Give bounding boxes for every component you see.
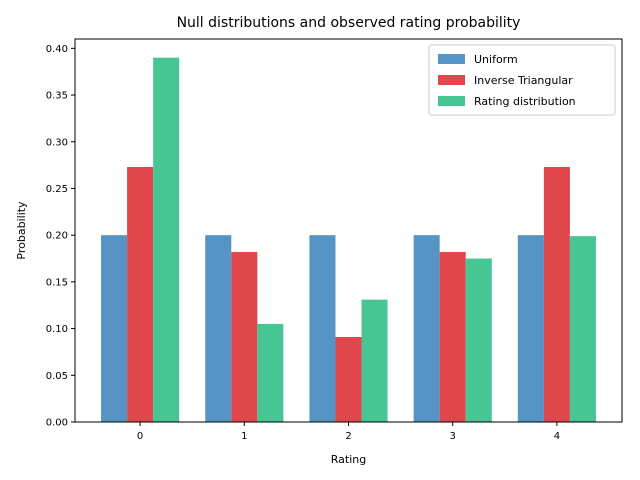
x-tick-label: 4	[554, 431, 560, 442]
legend-box	[428, 44, 616, 116]
x-tick-label: 1	[241, 431, 247, 442]
plot-area	[101, 57, 596, 423]
y-tick-label: 0.30	[46, 137, 68, 148]
bar-inverse-triangular-4	[543, 166, 570, 422]
bar-uniform-4	[517, 235, 544, 422]
legend-label: Rating distribution	[474, 95, 576, 108]
bar-rating-distribution-3	[465, 258, 492, 422]
plot-frame	[74, 38, 623, 423]
x-tick-label: 2	[345, 431, 351, 442]
y-axis: 0.00 0.05 0.10 0.15 0.20 0.25 0.30 0.35 0.40	[46, 44, 75, 429]
bar-rating-distribution-1	[257, 323, 284, 422]
bar-inverse-triangular-3	[439, 251, 466, 422]
bar-uniform-3	[413, 235, 440, 422]
y-tick-label: 0.40	[46, 44, 68, 55]
legend-label: Uniform	[474, 53, 518, 66]
legend-swatch	[438, 75, 465, 85]
bar-uniform-1	[205, 235, 232, 422]
x-tick-label: 0	[137, 431, 143, 442]
y-tick-label: 0.25	[46, 184, 68, 195]
bar-uniform-0	[101, 235, 128, 422]
legend-label: Inverse Triangular	[474, 74, 573, 87]
y-tick-label: 0.00	[46, 418, 68, 429]
y-tick-label: 0.15	[46, 277, 68, 288]
bar-rating-distribution-4	[569, 236, 596, 422]
bar-uniform-2	[309, 235, 336, 422]
bar-inverse-triangular-0	[127, 166, 154, 422]
legend-swatch	[438, 96, 465, 106]
y-tick-label: 0.10	[46, 324, 68, 335]
x-axis: 0 1 2 3 4	[137, 422, 560, 442]
legend-swatch	[438, 54, 465, 64]
chart-title: Null distributions and observed rating p…	[177, 15, 521, 31]
x-tick-label: 3	[450, 431, 456, 442]
y-tick-label: 0.20	[46, 231, 68, 242]
bar-inverse-triangular-1	[231, 251, 258, 422]
y-tick-label: 0.05	[46, 371, 68, 382]
y-axis-label: Probability	[15, 201, 28, 260]
bar-inverse-triangular-2	[335, 336, 362, 422]
bar-rating-distribution-0	[153, 57, 180, 423]
x-axis-label: Rating	[331, 453, 366, 466]
bar-rating-distribution-2	[361, 299, 388, 422]
legend: Uniform Inverse Triangular Rating distribu…	[428, 44, 616, 116]
y-tick-label: 0.35	[46, 91, 68, 102]
